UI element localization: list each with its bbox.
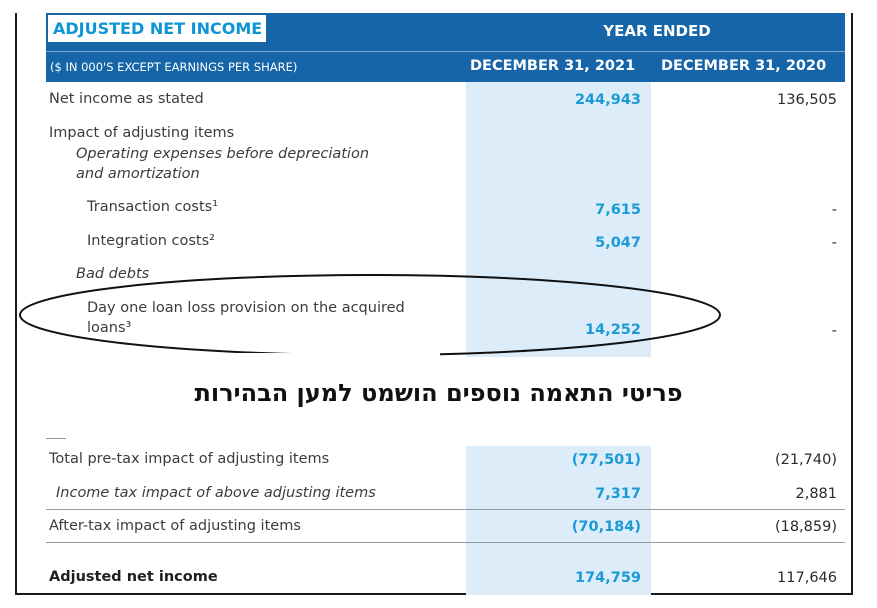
row-bad-debts-label: Bad debts	[76, 266, 150, 282]
column-header-2021: DECEMBER 31, 2021	[470, 58, 636, 74]
row-integration-label: Integration costs²	[87, 233, 215, 249]
omitted-items-note: פריטי התאמה נוספים הושמט למען הבהירות	[194, 379, 683, 407]
rule-after-tax-bottom	[46, 542, 845, 543]
row-total-pretax-label: Total pre-tax impact of adjusting items	[49, 451, 330, 467]
row-impact-label: Impact of adjusting items	[49, 125, 235, 141]
row-transaction-2020: -	[831, 202, 837, 218]
units-caption: ($ IN 000'S EXCEPT EARNINGS PER SHARE)	[50, 60, 298, 74]
row-adjusted-label: Adjusted net income	[49, 569, 218, 585]
row-after-tax-2021: (70,184)	[571, 519, 641, 535]
row-income-tax-label: Income tax impact of above adjusting ite…	[56, 485, 376, 501]
row-dayone-2020: -	[831, 323, 837, 339]
row-net-income-2021: 244,943	[574, 92, 641, 108]
row-after-tax-2020: (18,859)	[774, 519, 837, 535]
row-total-pretax-2020: (21,740)	[774, 452, 837, 468]
row-opex-label-1: Operating expenses before depreciation	[76, 146, 370, 162]
year-ended-header: YEAR ENDED	[603, 22, 711, 40]
row-dayone-2021: 14,252	[585, 322, 641, 338]
column-header-2020: DECEMBER 31, 2020	[661, 58, 827, 74]
row-transaction-2021: 7,615	[595, 202, 641, 218]
table-frame	[15, 13, 853, 595]
row-income-tax-2020: 2,881	[795, 486, 837, 502]
row-adjusted-2020: 117,646	[777, 570, 837, 586]
row-integration-2021: 5,047	[595, 235, 641, 251]
header-divider	[46, 51, 845, 52]
row-dayone-label-2: loans³	[87, 320, 132, 336]
row-transaction-label: Transaction costs¹	[87, 199, 219, 215]
row-dayone-label-1: Day one loan loss provision on the acqui…	[87, 300, 405, 316]
row-total-pretax-2021: (77,501)	[571, 452, 641, 468]
row-net-income-2020: 136,505	[777, 92, 837, 108]
column-highlight-top	[466, 82, 651, 357]
row-opex-label-2: and amortization	[76, 166, 200, 182]
rule-after-tax-top	[46, 509, 845, 510]
row-after-tax-label: After-tax impact of adjusting items	[49, 518, 301, 534]
row-income-tax-2021: 7,317	[595, 486, 641, 502]
row-net-income-label: Net income as stated	[49, 91, 204, 107]
short-rule	[46, 438, 66, 439]
table-title: ADJUSTED NET INCOME	[48, 15, 266, 42]
column-highlight-bottom	[466, 446, 651, 595]
row-adjusted-2021: 174,759	[574, 570, 641, 586]
row-integration-2020: -	[831, 235, 837, 251]
